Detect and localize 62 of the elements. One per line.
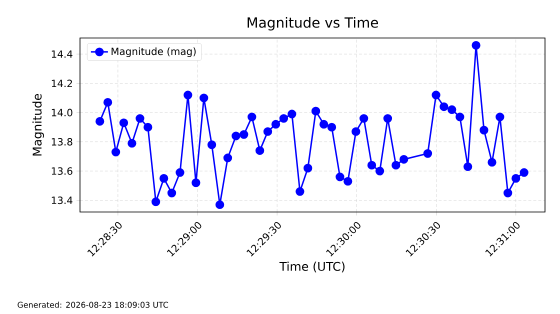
point bbox=[200, 94, 208, 102]
point bbox=[504, 188, 512, 198]
point bbox=[288, 110, 296, 118]
point bbox=[327, 122, 336, 132]
y-axis-title: Magnitude bbox=[32, 94, 44, 156]
point bbox=[144, 122, 152, 132]
point bbox=[367, 160, 376, 170]
y-tick-label: 14.4 bbox=[52, 50, 72, 58]
point bbox=[167, 188, 176, 198]
point bbox=[151, 197, 160, 206]
legend-label: Magnitude (mag) bbox=[112, 47, 196, 58]
point bbox=[496, 112, 504, 122]
point bbox=[352, 127, 360, 136]
point bbox=[520, 168, 528, 177]
point bbox=[463, 162, 472, 172]
point bbox=[160, 174, 168, 183]
point bbox=[223, 154, 232, 162]
point bbox=[440, 102, 448, 112]
point bbox=[512, 174, 520, 183]
point bbox=[176, 168, 184, 177]
point bbox=[304, 164, 312, 172]
point bbox=[103, 98, 112, 107]
point bbox=[456, 112, 464, 122]
y-tick-label: 13.4 bbox=[52, 196, 72, 204]
point bbox=[336, 172, 344, 182]
point bbox=[423, 149, 432, 158]
point bbox=[296, 187, 304, 196]
x-axis-title: Time (UTC) bbox=[279, 262, 345, 272]
point bbox=[96, 116, 104, 126]
point bbox=[392, 160, 400, 170]
point bbox=[488, 158, 496, 167]
point bbox=[448, 105, 456, 114]
chart-title: Magnitude vs Time bbox=[248, 17, 378, 31]
point bbox=[192, 178, 200, 188]
point bbox=[400, 155, 408, 164]
y-tick-label: 14.2 bbox=[52, 80, 72, 88]
point bbox=[480, 126, 488, 134]
point bbox=[136, 114, 144, 123]
point bbox=[472, 40, 480, 50]
point bbox=[184, 90, 192, 100]
point bbox=[111, 148, 120, 156]
y-tick-label: 13.8 bbox=[52, 138, 72, 146]
point bbox=[344, 176, 352, 186]
point bbox=[255, 146, 264, 155]
point bbox=[248, 112, 256, 122]
point bbox=[263, 127, 272, 136]
point bbox=[232, 132, 240, 140]
point bbox=[240, 130, 248, 139]
point bbox=[119, 118, 128, 128]
point bbox=[311, 106, 320, 116]
point bbox=[359, 114, 368, 123]
point bbox=[432, 90, 440, 100]
point bbox=[375, 166, 384, 176]
y-tick-label: 13.6 bbox=[52, 167, 72, 175]
point bbox=[279, 114, 288, 123]
point bbox=[128, 138, 136, 148]
point bbox=[215, 200, 224, 210]
point bbox=[319, 120, 328, 129]
point bbox=[271, 120, 280, 129]
point bbox=[383, 114, 392, 123]
point bbox=[207, 140, 216, 150]
y-tick-label: 14.0 bbox=[52, 108, 72, 116]
